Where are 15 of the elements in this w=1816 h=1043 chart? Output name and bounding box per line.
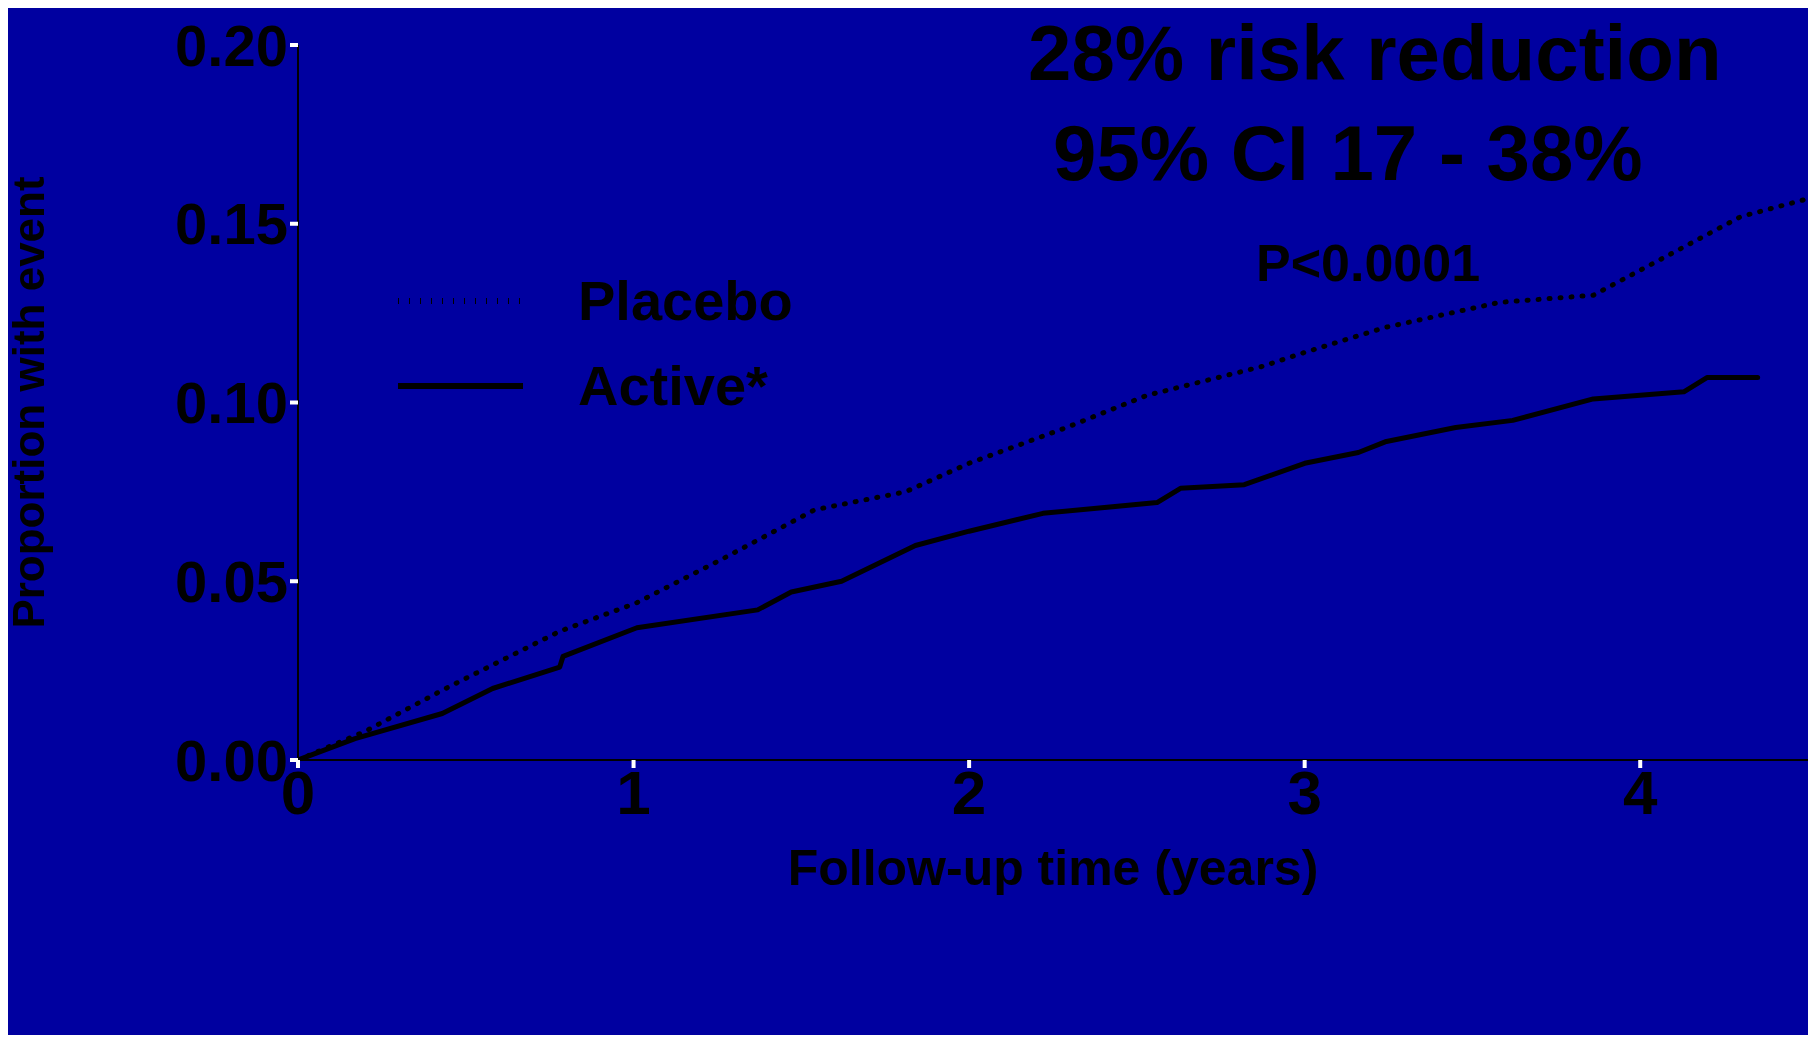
legend-label: Placebo [578, 268, 793, 333]
x-tick-label: 3 [1287, 758, 1322, 828]
x-tick-label: 2 [951, 758, 987, 828]
y-tick-label: 0.10 [175, 370, 288, 436]
y-tick-label: 0.15 [175, 191, 288, 257]
x-tick-label: 1 [616, 758, 651, 828]
y-axis-title: Proportion with event [3, 176, 53, 629]
legend-label: Active* [578, 353, 768, 418]
x-tick-label: 4 [1622, 758, 1658, 828]
annotation: P<0.0001 [1256, 233, 1481, 293]
annotation: 95% CI 17 - 38% [1053, 108, 1643, 199]
y-tick-label: 0.05 [175, 548, 288, 614]
x-axis-title: Follow-up time (years) [787, 840, 1319, 896]
annotation: 28% risk reduction [1028, 8, 1722, 99]
y-tick-label: 0.20 [175, 12, 288, 78]
